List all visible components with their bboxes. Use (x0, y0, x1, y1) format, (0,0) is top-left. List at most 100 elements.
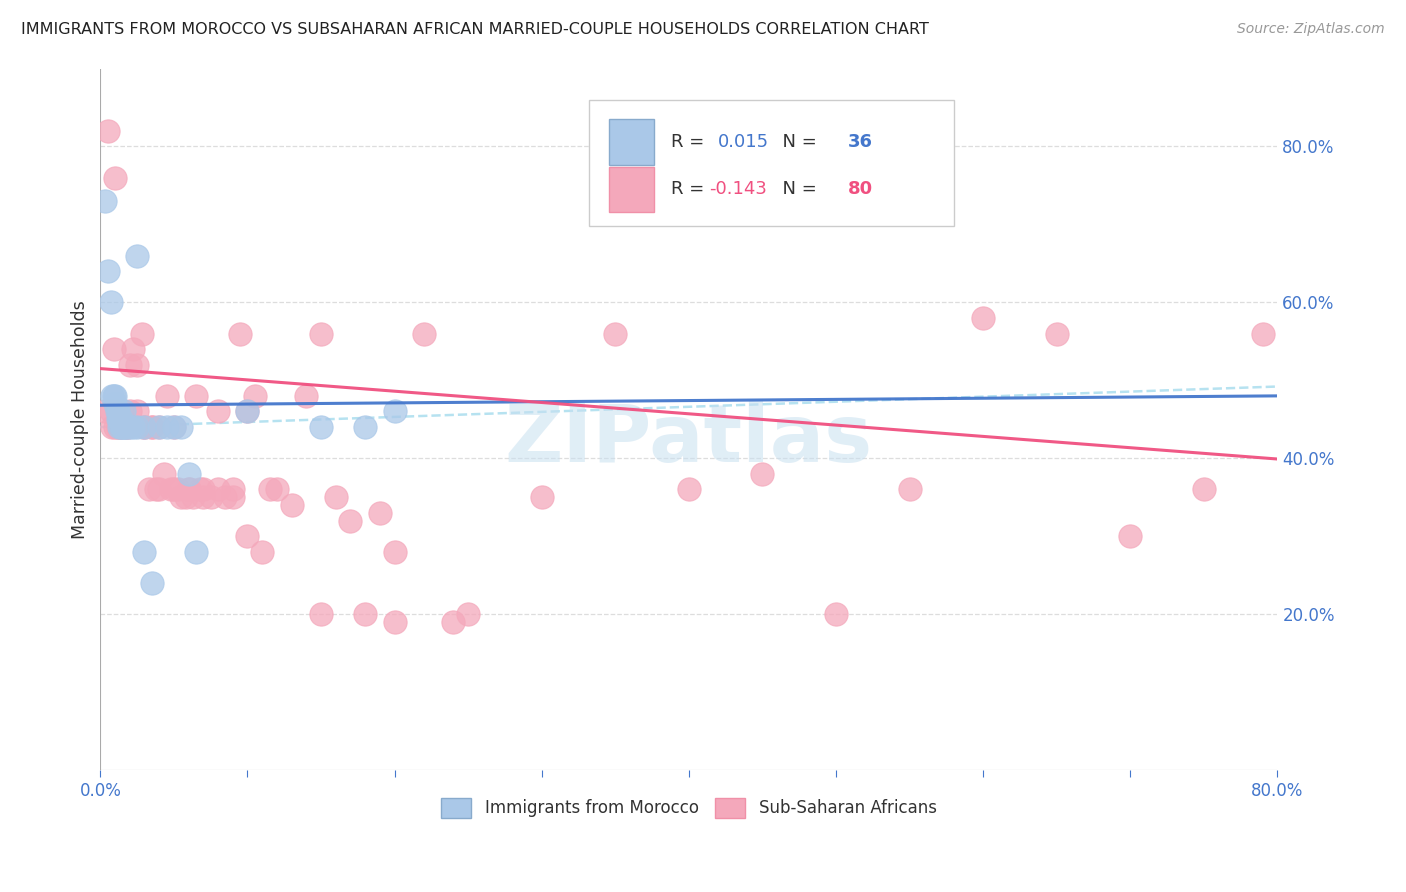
Point (243, 389, 266, 403)
Point (138, 483, 160, 497)
Point (148, 483, 170, 497)
Point (134, 420, 156, 434)
Text: 36: 36 (848, 133, 873, 151)
Point (100, 404, 122, 418)
Point (97, 264, 120, 278)
Point (131, 326, 153, 341)
Point (443, 615, 465, 629)
Point (111, 420, 134, 434)
Point (115, 420, 138, 434)
Point (384, 545, 406, 559)
Point (115, 420, 138, 434)
Point (457, 607, 479, 621)
Text: Source: ZipAtlas.com: Source: ZipAtlas.com (1237, 22, 1385, 37)
Text: 80: 80 (848, 180, 873, 198)
Point (107, 420, 129, 434)
Point (825, 607, 848, 621)
Point (1046, 326, 1069, 341)
Point (236, 529, 259, 543)
Point (354, 607, 377, 621)
Point (259, 483, 281, 497)
Point (112, 420, 135, 434)
FancyBboxPatch shape (609, 119, 654, 164)
Point (167, 483, 190, 497)
Point (155, 420, 177, 434)
Point (134, 420, 156, 434)
Point (141, 420, 163, 434)
Point (368, 506, 391, 520)
Point (972, 310, 994, 325)
Point (309, 607, 332, 621)
Point (160, 483, 183, 497)
Point (163, 483, 186, 497)
FancyBboxPatch shape (609, 167, 654, 212)
Point (145, 483, 167, 497)
Point (236, 404, 259, 418)
Point (127, 420, 149, 434)
Point (155, 389, 177, 403)
Text: IMMIGRANTS FROM MOROCCO VS SUBSAHARAN AFRICAN MARRIED-COUPLE HOUSEHOLDS CORRELAT: IMMIGRANTS FROM MOROCCO VS SUBSAHARAN AF… (21, 22, 929, 37)
Text: ZIPatlas: ZIPatlas (505, 401, 873, 479)
Point (207, 404, 229, 418)
Point (110, 412, 132, 426)
Point (190, 483, 212, 497)
Point (121, 342, 143, 356)
Point (111, 404, 134, 418)
Point (127, 249, 149, 263)
Text: R =: R = (671, 180, 710, 198)
Point (751, 467, 773, 481)
Text: -0.143: -0.143 (709, 180, 766, 198)
Point (104, 420, 127, 434)
Point (103, 342, 125, 356)
Text: N =: N = (772, 133, 823, 151)
Point (170, 490, 193, 504)
Point (104, 170, 127, 185)
Point (121, 420, 143, 434)
Point (104, 389, 127, 403)
Point (152, 467, 174, 481)
Point (530, 490, 553, 504)
Point (94, 194, 117, 208)
Point (101, 420, 124, 434)
Point (1119, 529, 1142, 543)
Point (170, 420, 193, 434)
Point (222, 490, 245, 504)
Point (105, 404, 128, 418)
Point (103, 389, 125, 403)
Point (184, 545, 207, 559)
Point (413, 326, 436, 341)
Point (200, 490, 222, 504)
Point (193, 483, 215, 497)
Point (112, 404, 135, 418)
Point (193, 490, 215, 504)
Point (354, 420, 377, 434)
Point (94, 404, 117, 418)
Point (148, 420, 170, 434)
Point (605, 326, 627, 341)
Point (177, 467, 200, 481)
Point (181, 490, 204, 504)
Point (384, 615, 406, 629)
Point (339, 514, 361, 528)
Point (678, 483, 700, 497)
Point (214, 490, 236, 504)
Text: R =: R = (671, 133, 710, 151)
Point (141, 576, 163, 591)
Point (266, 483, 288, 497)
Point (100, 295, 122, 310)
Point (236, 404, 259, 418)
Point (222, 483, 245, 497)
Text: N =: N = (772, 180, 823, 198)
Point (174, 490, 197, 504)
Point (207, 483, 229, 497)
Point (118, 404, 141, 418)
Point (118, 420, 141, 434)
Point (177, 483, 200, 497)
Point (250, 545, 273, 559)
Legend: Immigrants from Morocco, Sub-Saharan Africans: Immigrants from Morocco, Sub-Saharan Afr… (434, 791, 943, 825)
Point (141, 420, 163, 434)
Point (114, 420, 136, 434)
Point (309, 420, 332, 434)
Point (127, 404, 149, 418)
FancyBboxPatch shape (589, 100, 953, 227)
